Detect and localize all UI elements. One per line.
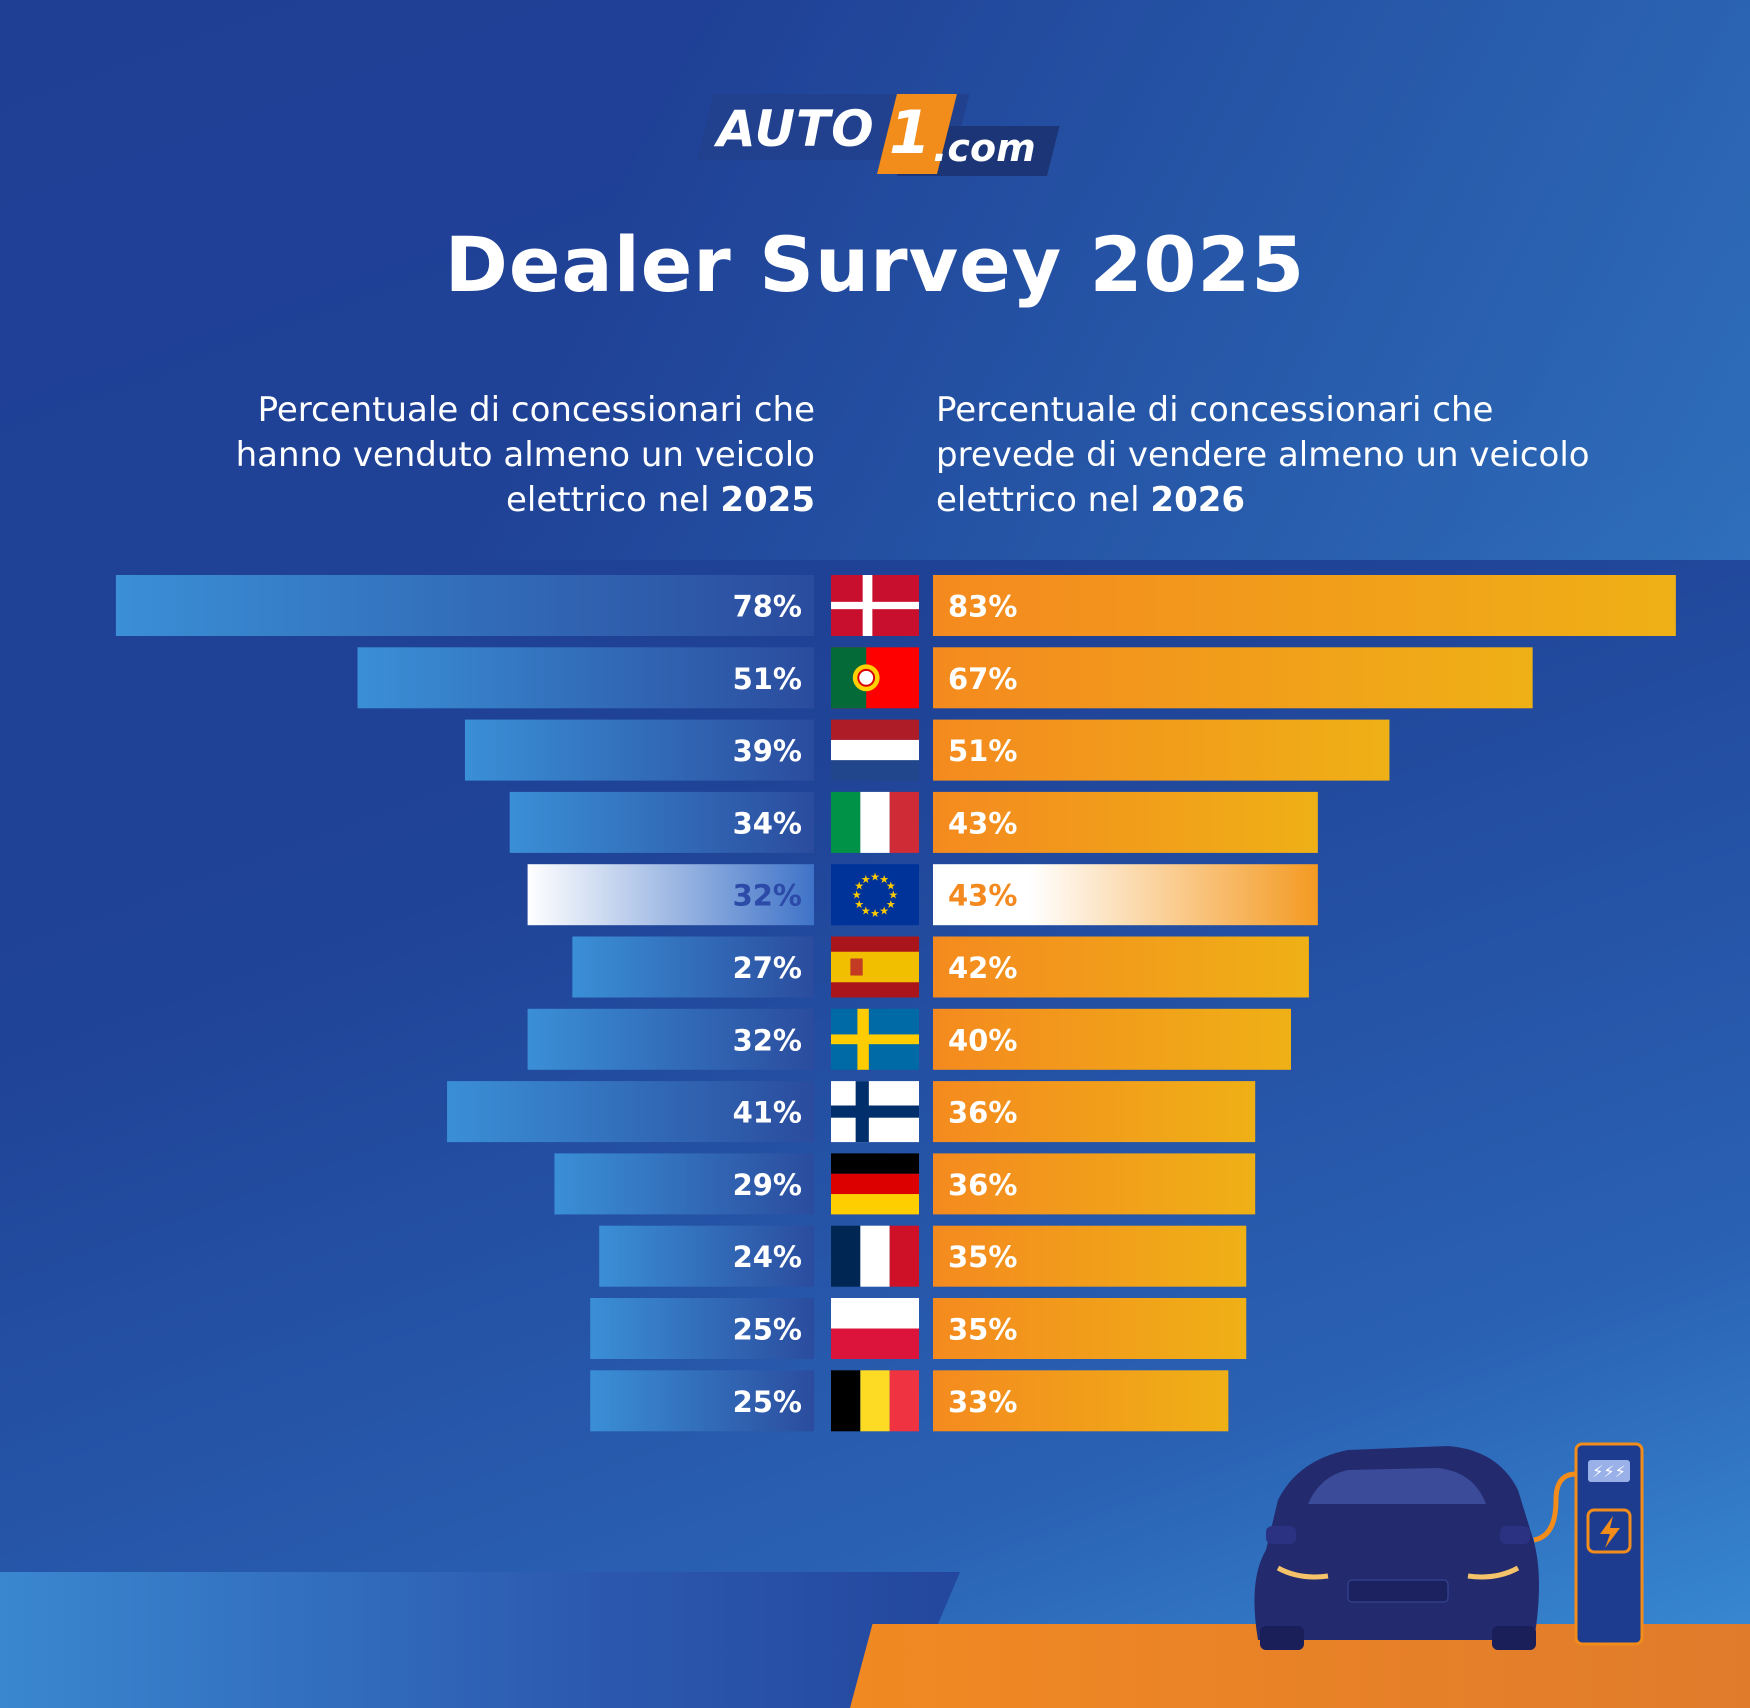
bar-2025-eu	[527, 864, 814, 926]
flag-eu-icon: ★★★★★★★★★ ★ ★★	[831, 864, 919, 926]
bar-2026-belgium	[933, 1370, 1229, 1432]
label-2026-finland: 36%	[948, 1096, 1017, 1130]
label-2026-eu: 43%	[948, 879, 1017, 913]
subtitle-right-line-3: elettrico nel	[936, 480, 1140, 520]
subtitle-left-line-1: Percentuale di concessionari che	[257, 390, 815, 430]
bar-2025-germany	[554, 1153, 814, 1215]
flag-portugal-icon	[831, 647, 919, 709]
bar-2026-finland	[933, 1081, 1256, 1143]
flag-sweden-icon	[831, 1008, 919, 1070]
svg-text:★: ★	[879, 873, 889, 886]
auto1-logo: AUTO 1 .com	[697, 94, 1060, 178]
bar-2025-france	[599, 1225, 814, 1287]
label-2025-spain: 27%	[733, 951, 802, 985]
bar-2026-italy	[933, 791, 1318, 853]
subtitle-right: Percentuale di concessionari che prevede…	[936, 388, 1656, 523]
svg-text:★: ★	[861, 873, 871, 886]
bar-2026-denmark	[933, 575, 1676, 636]
bar-2026-spain	[933, 936, 1309, 998]
subtitle-left-year: 2025	[720, 480, 815, 520]
bar-2025-italy	[509, 791, 814, 853]
label-2026-netherlands: 51%	[948, 734, 1017, 768]
svg-text:★: ★	[861, 905, 871, 918]
bar-2026-sweden	[933, 1008, 1291, 1070]
bar-2026-poland	[933, 1298, 1247, 1359]
svg-text:★: ★	[886, 898, 896, 911]
flag-finland-icon	[831, 1081, 919, 1143]
svg-text:★: ★	[870, 907, 880, 920]
label-2026-poland: 35%	[948, 1313, 1017, 1347]
logo-brand-text: AUTO	[717, 100, 875, 158]
bar-2025-belgium	[590, 1370, 814, 1432]
label-2025-portugal: 51%	[733, 662, 802, 696]
flag-poland-icon	[831, 1298, 919, 1359]
chart-bars: 78% 83% 51% 67% 39% 51% 34% 43% 32% 43% 27% 42% 32% 4…	[115, 575, 1676, 1432]
label-2026-denmark: 83%	[948, 590, 1017, 624]
svg-text:★: ★	[888, 889, 898, 902]
label-2026-belgium: 33%	[948, 1385, 1017, 1419]
label-2026-portugal: 67%	[948, 662, 1017, 696]
label-2026-france: 35%	[948, 1240, 1017, 1274]
label-2025-denmark: 78%	[733, 590, 802, 624]
chart-flags: ★★★★★★★★★ ★ ★★	[831, 575, 919, 1432]
svg-text:★: ★	[870, 870, 880, 883]
svg-text:⚡⚡⚡: ⚡⚡⚡	[1592, 1462, 1626, 1481]
subtitle-right-line-1: Percentuale di concessionari che	[936, 390, 1494, 430]
flag-spain-icon	[831, 936, 919, 998]
logo-domain-text: .com	[933, 126, 1036, 170]
bar-2026-eu	[933, 864, 1318, 926]
flag-germany-icon	[831, 1153, 919, 1215]
subtitle-left-line-2: hanno venduto almeno un veicolo	[235, 435, 815, 475]
label-2026-italy: 43%	[948, 806, 1017, 840]
page-title: Dealer Survey 2025	[444, 220, 1306, 309]
label-2026-sweden: 40%	[948, 1023, 1017, 1057]
label-2025-netherlands: 39%	[733, 734, 802, 768]
svg-text:★: ★	[886, 880, 896, 893]
bar-2025-poland	[590, 1298, 814, 1359]
bar-2025-spain	[572, 936, 814, 998]
svg-text:★: ★	[854, 898, 864, 911]
bar-2026-germany	[933, 1153, 1256, 1215]
floor-blue-decoration	[0, 1572, 960, 1708]
label-2025-finland: 41%	[733, 1096, 802, 1130]
bar-2025-netherlands	[464, 719, 814, 781]
subtitle-right-year: 2026	[1150, 480, 1246, 520]
svg-text:★: ★	[852, 889, 862, 902]
bar-2026-netherlands	[933, 719, 1390, 781]
flag-denmark-icon	[831, 575, 919, 636]
flag-italy-icon	[831, 791, 919, 853]
subtitle-right-line-2: prevede di vendere almeno un veicolo	[936, 435, 1590, 475]
bar-2025-finland	[447, 1081, 814, 1143]
flag-netherlands-icon	[831, 719, 919, 781]
label-2025-germany: 29%	[733, 1168, 802, 1202]
label-2025-france: 24%	[733, 1240, 802, 1274]
label-2025-eu: 32%	[733, 879, 802, 913]
flag-belgium-icon	[831, 1370, 919, 1432]
label-2025-belgium: 25%	[733, 1385, 802, 1419]
svg-text:★: ★	[854, 880, 864, 893]
bar-2026-portugal	[933, 647, 1533, 709]
bar-2026-france	[933, 1225, 1247, 1287]
label-2026-spain: 42%	[948, 951, 1017, 985]
svg-text:★: ★	[879, 905, 889, 918]
electric-car-charging-icon: ⚡⚡⚡	[1254, 1442, 1644, 1650]
label-2025-italy: 34%	[733, 806, 802, 840]
subtitle-left-line-3: elettrico nel	[505, 480, 710, 520]
subtitle-left: Percentuale di concessionari che hanno v…	[115, 388, 815, 523]
bar-2025-sweden	[527, 1008, 814, 1070]
label-2026-germany: 36%	[948, 1168, 1017, 1202]
flag-france-icon	[831, 1225, 919, 1287]
label-2025-poland: 25%	[733, 1313, 802, 1347]
bar-2025-portugal	[357, 647, 814, 709]
logo-number-text: 1	[889, 98, 931, 168]
bar-2025-denmark	[115, 575, 814, 636]
label-2025-sweden: 32%	[733, 1023, 802, 1057]
